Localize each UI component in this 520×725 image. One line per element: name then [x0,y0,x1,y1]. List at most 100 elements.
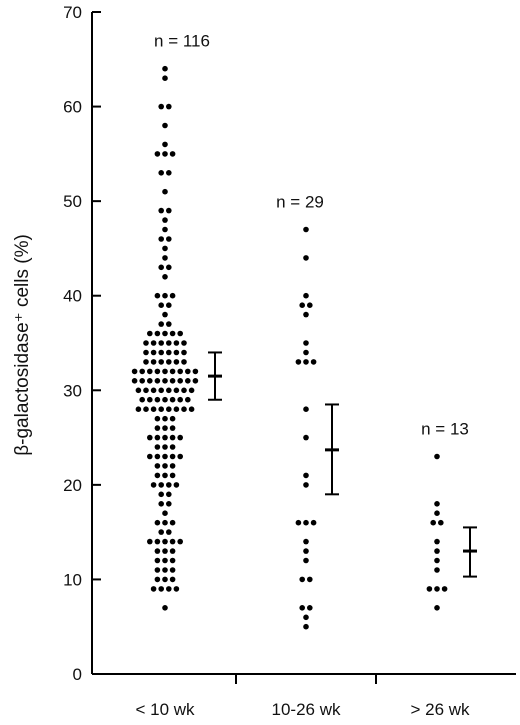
data-point [147,378,153,384]
data-point [162,292,168,299]
data-point [135,406,142,413]
data-point [434,538,440,545]
data-point [173,340,180,346]
data-point [169,576,176,583]
data-point [173,359,180,365]
data-point [173,387,180,394]
data-point [181,359,187,365]
data-point [154,396,161,403]
data-point [131,368,138,375]
data-point [303,614,309,621]
data-point [162,548,168,554]
n-label: n = 116 [154,32,210,51]
data-point [169,444,176,450]
data-point [434,548,440,554]
data-point [158,501,164,507]
data-point [166,103,172,110]
data-point [154,548,161,554]
data-point [150,349,157,356]
data-point [162,311,168,318]
data-point [162,378,168,384]
data-point [434,557,440,564]
data-point [181,387,187,394]
data-point [177,330,183,337]
data-point [158,340,164,346]
data-point [162,567,168,573]
n-label: n = 13 [421,419,469,438]
data-point [166,236,172,242]
data-point [162,453,168,460]
data-point [139,378,145,384]
group-2: n = 13 > 26 wk [410,419,477,719]
data-point [158,302,164,309]
x-category-label: > 26 wk [410,700,470,719]
y-tick-label: 30 [63,381,82,400]
data-point [162,65,168,72]
data-point [154,425,161,431]
error-bar [325,403,339,496]
data-point [299,302,306,309]
data-point [173,406,180,413]
data-point [154,378,161,384]
data-point [303,359,309,365]
y-tick-label: 0 [73,665,82,684]
data-point [139,368,145,375]
data-point [303,548,309,554]
data-point [169,538,176,545]
data-point [166,349,172,356]
data-point [434,605,440,611]
data-point [295,519,302,526]
data-point [177,396,183,403]
data-point [158,236,164,242]
data-point [154,463,161,469]
data-point [177,368,183,375]
data-point [150,586,157,592]
data-point [169,567,176,573]
data-point [162,463,168,469]
data-point [162,434,168,441]
data-point [154,519,161,526]
data-point [166,170,172,176]
data-point [303,255,309,261]
data-point [158,264,164,271]
data-point [162,396,168,403]
data-point [169,548,176,554]
data-point [154,567,161,573]
data-point [166,406,172,413]
data-point [143,349,149,356]
data-point [177,378,183,384]
data-point [147,368,153,375]
data-point [169,151,176,157]
data-point [162,519,168,526]
data-point [150,482,157,488]
data-point [169,330,176,337]
data-point [162,415,168,422]
data-point [303,623,309,630]
data-point [169,453,176,460]
data-point [147,330,153,337]
data-point [150,387,157,394]
data-point [303,226,309,233]
data-point [185,378,191,384]
data-point [162,330,168,337]
y-tick-label: 60 [63,98,82,117]
data-point [162,122,168,129]
data-point [162,226,168,233]
data-point [434,510,440,516]
data-point [438,519,444,526]
data-point [303,349,309,356]
data-point [158,586,164,592]
data-point [143,340,149,346]
y-tick-label: 50 [63,192,82,211]
data-point [162,368,168,375]
data-point [166,321,172,327]
data-point [192,368,199,375]
data-point [154,557,161,564]
data-point [303,557,309,564]
data-point [158,359,164,365]
data-point [169,292,176,299]
data-point [162,217,168,223]
data-point [158,387,164,394]
n-label: n = 29 [276,193,324,212]
